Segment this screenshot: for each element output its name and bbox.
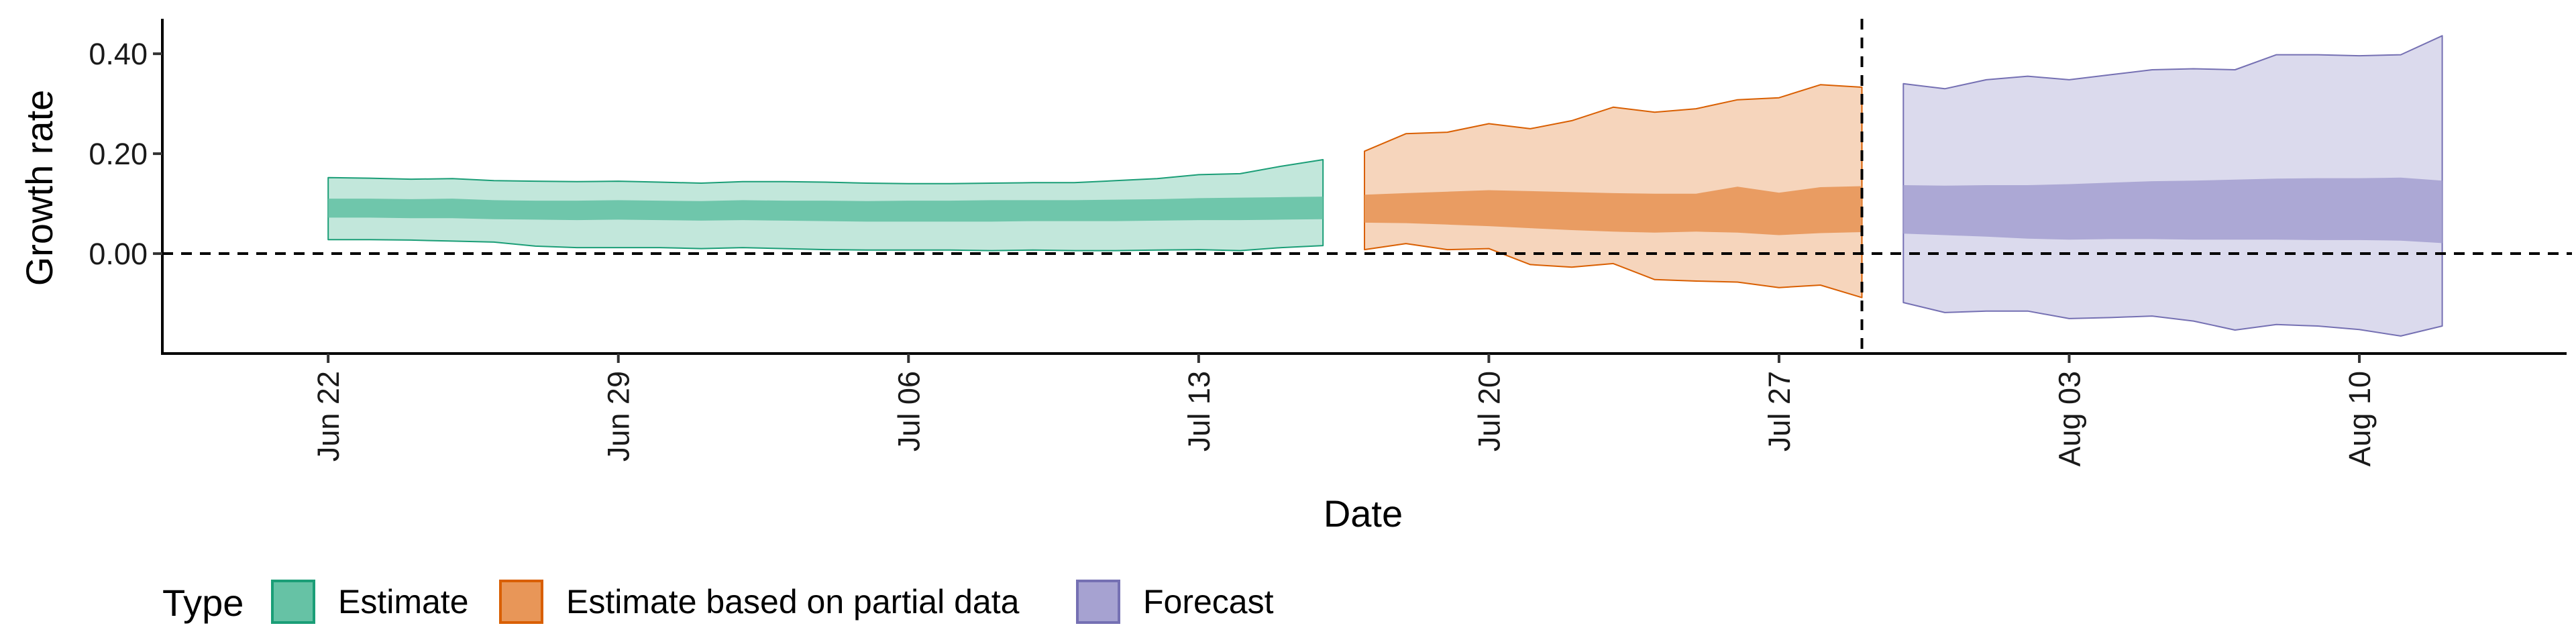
legend-label-0: Estimate [338,583,469,621]
y-axis-title: Growth rate [18,90,60,286]
legend-label-1: Estimate based on partial data [566,583,1020,621]
x-tick-label: Jun 29 [602,371,636,462]
tick-layer: Jun 22 Jun 29 Jul 06 Jul 13 Jul 20 Jul 27 Aug … [89,37,2377,466]
legend-label-2: Forecast [1143,583,1274,621]
band-inner-2 [1903,177,2443,244]
y-tick-label: 0.20 [89,137,148,171]
x-tick-label: Jul 20 [1472,371,1506,451]
legend-key-2 [1076,580,1120,624]
axes [161,19,2567,355]
band-inner-1 [1364,186,1862,235]
x-tick-label: Aug 10 [2343,371,2377,467]
legend-key-1 [499,580,543,624]
legend-title: Type [162,582,244,624]
x-tick-label: Jul 06 [892,371,926,451]
x-tick-label: Aug 03 [2053,371,2087,467]
band-inner-0 [328,197,1324,222]
legend: Type Estimate Estimate based on partial d… [162,580,1274,624]
y-tick-label: 0.00 [89,237,148,271]
ribbon-layer [327,35,2443,337]
x-axis-title: Date [1324,492,1403,535]
legend-key-0 [271,580,315,624]
x-tick-label: Jul 27 [1762,371,1796,451]
x-tick-label: Jun 22 [311,371,345,462]
reference-lines [162,19,2572,354]
band-outer-1 [1364,84,1863,299]
y-tick-label: 0.40 [89,37,148,71]
x-tick-label: Jul 13 [1182,371,1216,451]
